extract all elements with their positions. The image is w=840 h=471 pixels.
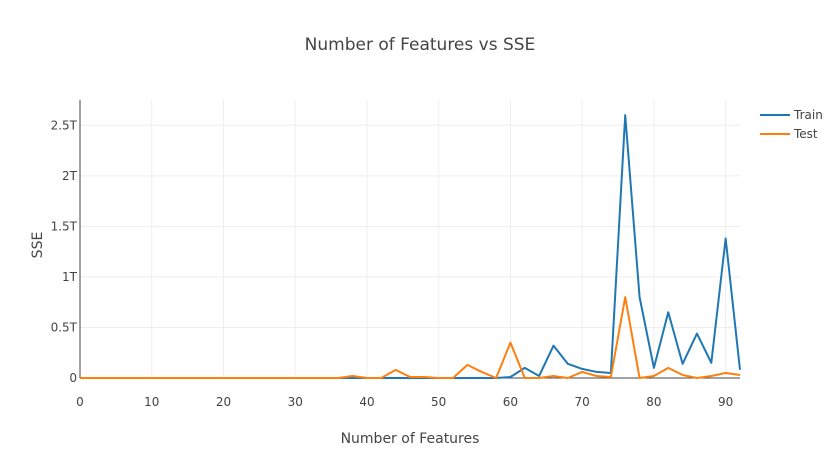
legend-label: Train	[793, 108, 823, 122]
x-tick-label: 40	[359, 395, 374, 409]
series-line-test[interactable]	[80, 296, 741, 379]
legend[interactable]: Train Test	[760, 108, 823, 141]
legend-label: Test	[793, 127, 818, 141]
y-tick-label: 0.5T	[51, 320, 78, 334]
x-axis-title: Number of Features	[341, 431, 480, 447]
series-group	[80, 114, 741, 379]
y-tick-label: 1.5T	[51, 219, 78, 233]
series-line-train[interactable]	[80, 114, 741, 379]
x-tick-label: 10	[144, 395, 159, 409]
axes	[79, 100, 740, 379]
legend-item-train[interactable]: Train	[760, 108, 823, 122]
x-tick-label: 80	[646, 395, 661, 409]
x-tick-label: 60	[503, 395, 518, 409]
y-axis-title: SSE	[30, 232, 46, 259]
x-tick-label: 30	[288, 395, 303, 409]
y-tick-label: 0	[69, 371, 77, 385]
legend-item-test[interactable]: Test	[760, 127, 818, 141]
x-tick-label: 90	[718, 395, 733, 409]
grid	[80, 100, 740, 378]
y-tick-label: 2T	[62, 169, 78, 183]
x-tick-label: 50	[431, 395, 446, 409]
chart-title: Number of Features vs SSE	[305, 35, 536, 55]
x-tick-label: 0	[76, 395, 84, 409]
y-tick-label: 1T	[62, 270, 78, 284]
tick-labels: 0 10 20 30 40 50 60 70 80 90 0 0.5T 1T 1.5T 2T 2.5T	[51, 118, 734, 409]
x-tick-label: 20	[216, 395, 231, 409]
y-tick-label: 2.5T	[51, 118, 78, 132]
x-tick-label: 70	[575, 395, 590, 409]
